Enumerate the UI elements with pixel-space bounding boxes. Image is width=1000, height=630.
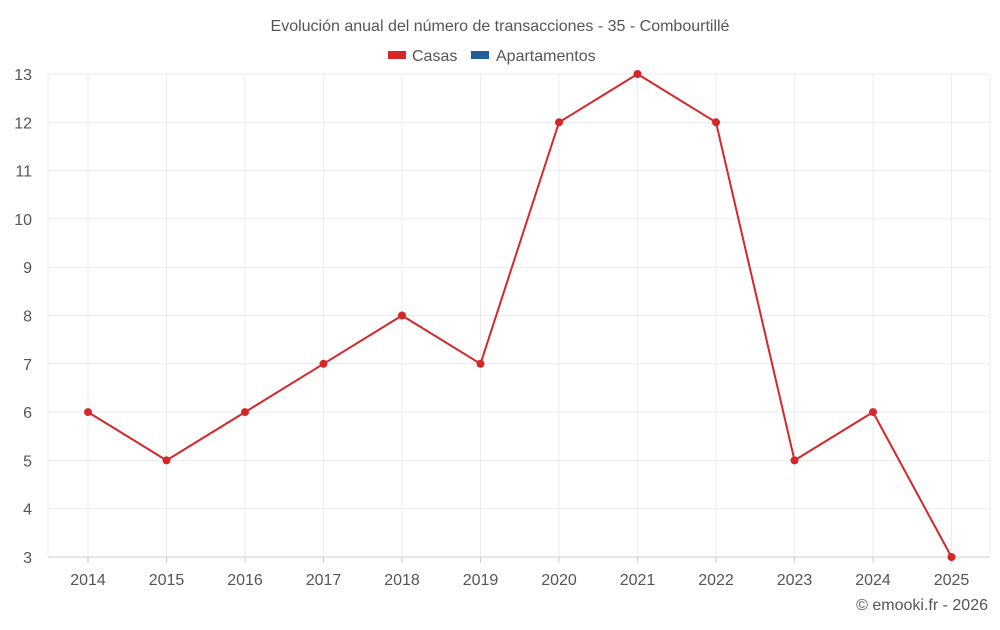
legend: Casas Apartamentos [388, 48, 596, 65]
series-line-casas [87, 73, 953, 558]
data-point[interactable] [162, 456, 171, 465]
data-point[interactable] [947, 553, 956, 561]
y-tick-label: 10 [14, 212, 32, 229]
x-tick-label: 2016 [227, 572, 263, 589]
data-point[interactable] [476, 359, 485, 368]
data-point[interactable] [241, 408, 249, 417]
data-point[interactable] [319, 359, 328, 368]
x-axis: 2014 2015 2016 2017 2018 2019 2020 2021 2022 2023… [70, 557, 969, 589]
x-tick-label: 2023 [777, 572, 813, 589]
x-tick-label: 2022 [698, 572, 734, 589]
x-tick-label: 2025 [934, 572, 970, 589]
data-point[interactable] [555, 118, 563, 127]
chart-title: Evolución anual del número de transaccio… [271, 18, 730, 35]
data-point[interactable] [398, 311, 406, 320]
data-point[interactable] [633, 70, 642, 78]
data-point[interactable] [790, 456, 799, 465]
x-tick-label: 2017 [306, 572, 342, 589]
data-point[interactable] [869, 408, 877, 417]
credit-text: © emooki.fr - 2026 [856, 597, 988, 614]
legend-label-casas: Casas [412, 48, 457, 65]
x-tick-label: 2019 [463, 572, 499, 589]
series-lines [87, 73, 953, 558]
x-tick-label: 2021 [620, 572, 656, 589]
y-tick-label: 13 [14, 67, 32, 84]
x-tick-label: 2015 [149, 572, 185, 589]
x-tick-label: 2014 [70, 572, 106, 589]
y-tick-label: 8 [23, 309, 32, 326]
data-point[interactable] [84, 408, 92, 417]
y-axis: 3 4 5 6 7 8 9 10 11 12 13 [14, 67, 32, 567]
y-tick-label: 3 [23, 550, 32, 567]
y-tick-label: 7 [23, 357, 32, 374]
legend-swatch-apartamentos [471, 51, 489, 59]
data-point[interactable] [712, 118, 720, 127]
legend-item-apartamentos[interactable]: Apartamentos [471, 48, 596, 65]
x-tick-label: 2018 [384, 572, 420, 589]
y-tick-label: 5 [23, 453, 32, 470]
data-points [84, 70, 956, 561]
y-tick-label: 4 [23, 502, 32, 519]
x-tick-label: 2020 [541, 572, 577, 589]
y-tick-label: 11 [15, 164, 32, 181]
y-tick-label: 9 [23, 260, 32, 277]
x-tick-label: 2024 [855, 572, 891, 589]
legend-item-casas[interactable]: Casas [388, 48, 457, 65]
legend-label-apartamentos: Apartamentos [496, 48, 596, 65]
y-tick-label: 12 [14, 115, 32, 132]
grid [47, 73, 991, 558]
y-tick-label: 6 [23, 405, 32, 422]
legend-swatch-casas [388, 51, 406, 59]
